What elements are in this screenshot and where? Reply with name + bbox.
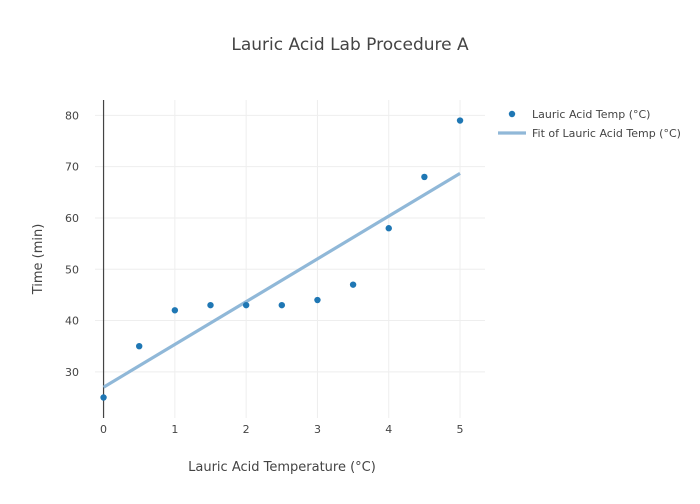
data-point[interactable] <box>349 281 357 288</box>
data-point[interactable] <box>171 307 179 314</box>
legend[interactable]: Lauric Acid Temp (°C) Fit of Lauric Acid … <box>498 108 681 140</box>
data-point[interactable] <box>314 296 321 304</box>
data-series <box>100 117 464 401</box>
chart-title: Lauric Acid Lab Procedure A <box>231 35 469 55</box>
x-tick-label: 0 <box>100 423 107 436</box>
legend-item[interactable]: Fit of Lauric Acid Temp (°C) <box>498 127 681 140</box>
y-tick-label: 30 <box>65 366 79 379</box>
y-tick-label: 40 <box>65 315 79 328</box>
x-tick-label: 2 <box>243 423 250 436</box>
tick-labels: 0 1 2 3 4 5 30 40 50 60 70 80 <box>65 109 464 436</box>
data-point[interactable] <box>207 301 214 309</box>
y-axis-label: Time (min) <box>31 224 46 296</box>
legend-item[interactable]: Lauric Acid Temp (°C) <box>508 108 651 121</box>
fit-line <box>102 171 461 389</box>
y-tick-label: 60 <box>65 212 79 225</box>
y-tick-label: 70 <box>65 161 79 174</box>
x-tick-label: 4 <box>385 423 392 436</box>
x-tick-label: 1 <box>171 423 178 436</box>
legend-marker <box>508 110 516 118</box>
data-point[interactable] <box>385 225 392 232</box>
x-tick-label: 3 <box>314 423 321 436</box>
data-point[interactable] <box>242 301 250 309</box>
data-point[interactable] <box>421 173 428 181</box>
x-tick-label: 5 <box>457 423 464 436</box>
data-point[interactable] <box>456 117 464 124</box>
data-point[interactable] <box>278 301 286 309</box>
y-tick-label: 50 <box>65 263 79 276</box>
x-axis-label: Lauric Acid Temperature (°C) <box>188 460 376 475</box>
data-point[interactable] <box>100 394 107 401</box>
y-tick-label: 80 <box>65 109 79 122</box>
legend-label: Fit of Lauric Acid Temp (°C) <box>532 127 681 140</box>
legend-label: Lauric Acid Temp (°C) <box>532 108 650 121</box>
data-point[interactable] <box>136 342 143 350</box>
